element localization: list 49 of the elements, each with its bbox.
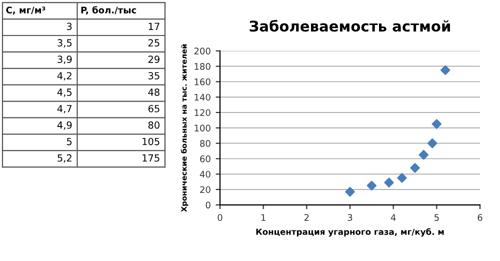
x-tick-label: 0 (218, 214, 222, 221)
point (418, 150, 429, 160)
text: 5 (66, 138, 72, 146)
text: 5,2 (58, 154, 72, 163)
point (366, 180, 377, 190)
text: 65 (148, 104, 160, 112)
x-axis-title: Концентрация угарного газа, мг/куб. м (256, 228, 444, 237)
text: 105 (142, 138, 160, 146)
text: 80 (148, 121, 160, 129)
point (397, 173, 407, 183)
point (345, 186, 355, 197)
y-tick-label: 20 (200, 186, 210, 194)
text: 4,5 (57, 88, 72, 97)
y-tick-label: 200 (194, 48, 210, 54)
y-tick-label: 0 (206, 202, 210, 208)
y-tick-label: 160 (194, 78, 210, 86)
text: P, бол./тыс (81, 6, 136, 15)
text: 29 (148, 56, 160, 63)
x-tick-label: 1 (261, 214, 266, 221)
chart-title: Заболеваемость астмой (250, 20, 450, 32)
point (384, 178, 394, 188)
text: 3,9 (58, 56, 72, 64)
y-tick-label: 140 (194, 94, 210, 101)
y-tick-label: 40 (200, 170, 210, 178)
x-tick-label: 6 (478, 214, 482, 221)
text: 3,5 (58, 39, 72, 48)
point (427, 138, 438, 148)
text: 35 (148, 72, 160, 80)
x-tick-label: 4 (390, 214, 396, 221)
x-tick-label: 2 (304, 214, 309, 221)
text: 17 (148, 22, 160, 30)
text: 175 (142, 154, 160, 162)
text: 4,2 (57, 72, 72, 80)
y-tick-label: 80 (200, 140, 210, 147)
point (432, 119, 442, 129)
y-tick-label: 180 (194, 63, 210, 70)
text: C, мг/м³ (6, 6, 46, 15)
text: 48 (148, 88, 160, 96)
text: 25 (148, 39, 160, 47)
text: 4,9 (57, 121, 72, 130)
y-tick-label: 60 (200, 155, 210, 162)
x-tick-label: 3 (348, 214, 352, 221)
text: 3 (66, 22, 72, 30)
point (410, 163, 420, 173)
y-tick-label: 100 (194, 124, 210, 132)
x-tick-label: 5 (434, 214, 439, 221)
y-tick-label: 120 (194, 109, 210, 116)
point (440, 65, 450, 76)
text: 4,7 (57, 105, 72, 114)
